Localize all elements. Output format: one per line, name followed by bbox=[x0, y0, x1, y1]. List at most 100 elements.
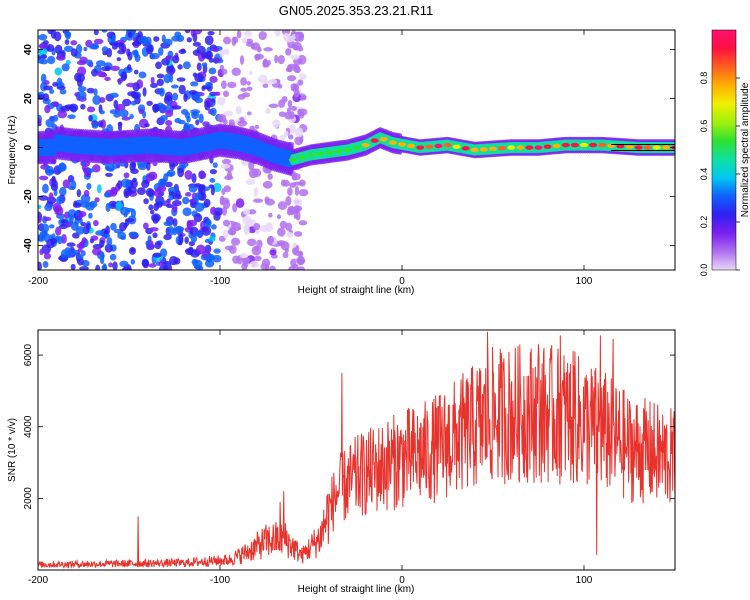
spectrogram-noise-blob bbox=[262, 180, 273, 189]
spectrogram-noise-blob bbox=[43, 85, 53, 91]
spectrogram-noise-blob bbox=[283, 130, 289, 137]
spectrogram-noise-blob bbox=[299, 179, 306, 187]
band-core bbox=[443, 142, 452, 148]
spectrogram-noise-blob bbox=[88, 212, 93, 219]
spectrogram-noise-blob bbox=[252, 198, 263, 203]
spectrogram-noise-blob bbox=[58, 224, 68, 230]
spectrogram-noise-blob bbox=[297, 266, 305, 270]
spectrogram-noise-blob bbox=[70, 180, 77, 190]
spectrogram-noise-blob bbox=[70, 263, 76, 270]
spectrogram-noise-blob bbox=[143, 198, 149, 205]
spectrogram-noise-blob bbox=[93, 30, 99, 36]
spectrogram-noise-blob bbox=[86, 182, 92, 190]
spectrogram-noise-blob bbox=[133, 49, 139, 59]
spectrogram-noise-blob bbox=[243, 30, 253, 37]
spectrogram-noise-blob bbox=[177, 64, 183, 70]
spectrogram-noise-blob bbox=[112, 261, 118, 270]
y-tick-label: -40 bbox=[23, 238, 34, 253]
spectrogram-noise-blob bbox=[76, 256, 84, 266]
band-core bbox=[343, 147, 352, 153]
spectrogram-noise-blob bbox=[46, 196, 57, 205]
spectrogram-noise-blob bbox=[38, 261, 42, 270]
spectrogram-noise-blob bbox=[130, 258, 136, 265]
spectrogram-noise-blob bbox=[131, 41, 142, 47]
spectrogram-noise-blob bbox=[298, 188, 309, 197]
spectrogram-noise-blob bbox=[115, 201, 123, 211]
spectrogram-noise-blob bbox=[290, 83, 297, 90]
spectrogram-noise-blob bbox=[256, 239, 263, 249]
spectrogram-noise-blob bbox=[244, 225, 250, 236]
spectrogram-noise-blob bbox=[184, 30, 191, 34]
spectrogram-noise-blob bbox=[297, 54, 307, 65]
spectrogram-noise-blob bbox=[172, 218, 178, 227]
spectrogram-noise-blob bbox=[54, 67, 63, 76]
spectrogram-noise-blob bbox=[168, 191, 175, 196]
spectrogram-noise-blob bbox=[198, 113, 204, 124]
spectrogram-noise-blob bbox=[204, 50, 214, 60]
spectrogram-noise-blob bbox=[156, 73, 165, 79]
spectrogram-noise-blob bbox=[265, 222, 274, 233]
spectrogram-noise-blob bbox=[181, 48, 186, 53]
spectrogram-noise-blob bbox=[256, 46, 262, 53]
spectrogram-noise-blob bbox=[48, 192, 54, 200]
spectrogram-noise-blob bbox=[183, 92, 188, 102]
spectrogram-noise-blob bbox=[99, 239, 105, 248]
spectrogram-noise-blob bbox=[293, 66, 301, 74]
spectrogram-noise-blob bbox=[120, 207, 130, 216]
spectrogram-noise-blob bbox=[287, 187, 293, 196]
band-core bbox=[580, 142, 588, 148]
band-core bbox=[534, 145, 543, 150]
spectrogram-noise-blob bbox=[241, 92, 251, 98]
spectrogram-noise-blob bbox=[83, 189, 90, 197]
spectrogram-noise-blob bbox=[187, 246, 194, 256]
spectrogram-noise-blob bbox=[43, 216, 52, 222]
spectrogram-noise-blob bbox=[285, 66, 293, 73]
spectrogram-noise-blob bbox=[282, 251, 289, 259]
spectrogram-noise-blob bbox=[209, 76, 218, 83]
spectrogram-noise-blob bbox=[95, 264, 101, 270]
spectrogram-noise-blob bbox=[195, 192, 202, 201]
spectrogram-noise-blob bbox=[222, 219, 230, 227]
spectrogram-noise-blob bbox=[210, 206, 217, 215]
spectrogram-noise-blob bbox=[246, 111, 252, 116]
spectrogram-noise-blob bbox=[223, 110, 233, 117]
spectrogram-noise-blob bbox=[184, 170, 193, 180]
spectrogram-noise-blob bbox=[119, 109, 129, 118]
spectrogram-noise-blob bbox=[207, 30, 215, 36]
band-core bbox=[379, 136, 388, 142]
y-tick-label: 40 bbox=[23, 44, 34, 56]
spectrogram-noise-blob bbox=[227, 228, 237, 236]
spectrogram-noise-blob bbox=[158, 178, 167, 188]
x-tick-label: -100 bbox=[210, 575, 230, 586]
spectrogram-noise-blob bbox=[247, 238, 257, 247]
spectrogram-noise-blob bbox=[284, 247, 289, 253]
spectrogram-noise-blob bbox=[284, 35, 295, 43]
spectrogram-noise-blob bbox=[78, 211, 87, 218]
spectrogram-noise-blob bbox=[117, 49, 126, 55]
spectrogram-noise-blob bbox=[279, 220, 288, 229]
spectrogram-noise-blob bbox=[141, 179, 150, 189]
spectrogram-noise-blob bbox=[182, 61, 191, 70]
spectrogram-noise-blob bbox=[38, 204, 42, 209]
spectrogram-noise-blob bbox=[239, 253, 249, 259]
spectrogram-noise-blob bbox=[295, 127, 304, 138]
spectrogram-noise-blob bbox=[214, 57, 221, 63]
spectrogram-noise-blob bbox=[57, 110, 68, 119]
spectrogram-noise-blob bbox=[145, 161, 151, 171]
spectrogram-noise-blob bbox=[206, 218, 212, 229]
spectrogram-noise-blob bbox=[142, 87, 147, 97]
spectrogram-noise-blob bbox=[217, 96, 226, 106]
spectrogram-noise-blob bbox=[293, 214, 298, 219]
spectrogram-noise-blob bbox=[122, 98, 132, 107]
spectrogram-noise-blob bbox=[109, 109, 119, 115]
spectrogram-noise-blob bbox=[210, 107, 217, 117]
band-core bbox=[598, 142, 607, 148]
spectrogram-noise-blob bbox=[172, 227, 178, 236]
spectrogram-noise-blob bbox=[278, 99, 286, 108]
band-core bbox=[352, 145, 361, 150]
spectrogram-noise-blob bbox=[106, 47, 113, 58]
spectrogram-noise-blob bbox=[210, 224, 217, 230]
spectrogram-noise-blob bbox=[218, 235, 226, 242]
spectrogram-noise-blob bbox=[285, 196, 292, 206]
snr-y-label: SNR (10 * v/v) bbox=[7, 418, 18, 482]
